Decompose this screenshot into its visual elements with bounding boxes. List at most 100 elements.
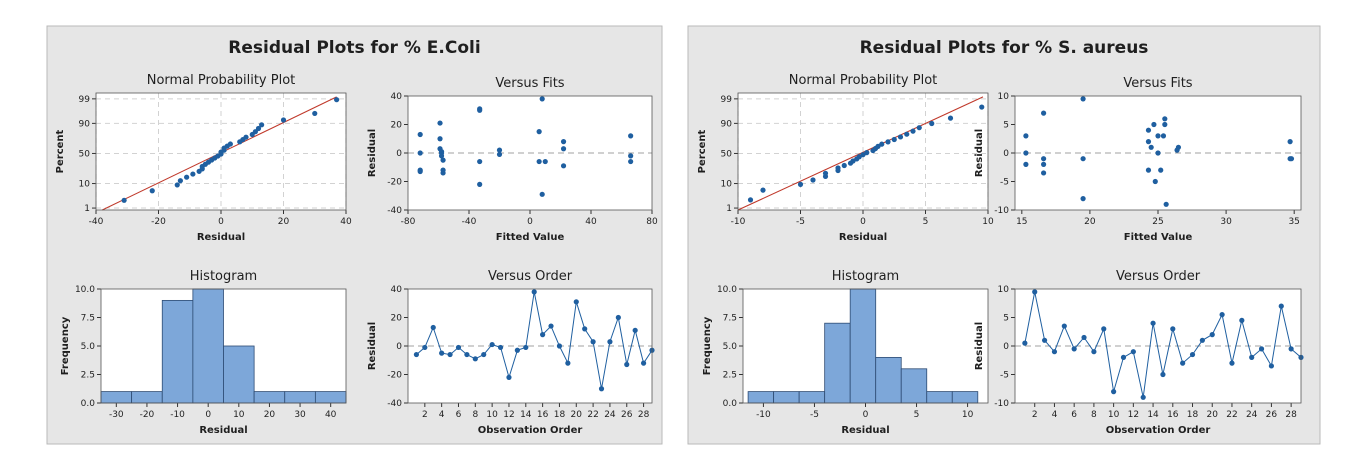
y-tick-label: 2.5 xyxy=(81,371,95,381)
x-tick-label: 40 xyxy=(585,217,597,227)
data-point xyxy=(496,147,503,153)
y-axis-label: Percent xyxy=(697,129,708,173)
x-tick-label: 16 xyxy=(537,410,549,420)
y-tick-label: 0 xyxy=(396,149,402,159)
data-point xyxy=(1071,346,1077,352)
x-tick-label: 22 xyxy=(1226,410,1237,420)
subplot-title: Histogram xyxy=(832,269,899,284)
data-point xyxy=(514,347,520,353)
histogram-bar xyxy=(747,391,775,404)
x-tick-label: 20 xyxy=(1207,410,1219,420)
plot-frame xyxy=(1014,95,1302,211)
data-point xyxy=(190,171,196,177)
data-point xyxy=(1032,289,1038,295)
data-point xyxy=(280,117,287,123)
subplot-normal: Normal Probability Plot 1 10 50 90 99 -40 -20 0 2… xyxy=(55,73,352,243)
panel-title: Residual Plots for % S. aureus xyxy=(860,38,1149,58)
data-point xyxy=(536,158,542,165)
data-point xyxy=(1155,133,1161,139)
data-point xyxy=(810,177,816,183)
x-tick-label: 20 xyxy=(278,217,290,227)
data-point xyxy=(440,157,446,163)
data-point xyxy=(1258,346,1265,352)
data-point xyxy=(121,197,127,203)
data-point xyxy=(628,153,634,159)
x-tick-label: 4 xyxy=(1052,410,1058,420)
data-point xyxy=(1145,167,1152,173)
data-point xyxy=(252,129,258,135)
x-tick-label: 0 xyxy=(205,410,211,420)
x-tick-label: 8 xyxy=(472,410,478,420)
x-axis-label: Fitted Value xyxy=(496,232,565,243)
x-tick-label: 8 xyxy=(1091,410,1097,420)
x-axis-label: Residual xyxy=(841,425,889,436)
data-point xyxy=(560,163,567,169)
x-tick-label: 0 xyxy=(218,217,224,227)
data-point xyxy=(540,332,546,338)
data-point xyxy=(1288,346,1294,352)
data-point xyxy=(590,339,596,345)
data-point xyxy=(1061,323,1067,329)
data-point xyxy=(464,351,470,358)
data-point xyxy=(1041,170,1047,176)
data-point xyxy=(1219,312,1225,318)
plot-frame xyxy=(407,288,653,404)
subplot-hist: Histogram 0.0 2.5 5.0 7.5 10.0 -10 -5 0 5 10 Residu… xyxy=(702,269,989,436)
fit-line xyxy=(737,96,984,211)
data-point xyxy=(1051,349,1058,355)
data-point xyxy=(573,299,579,305)
y-tick-label: 2.5 xyxy=(723,371,737,381)
y-tick-label: -20 xyxy=(387,178,402,188)
x-tick-label: 12 xyxy=(1128,410,1139,420)
x-tick-label: 10 xyxy=(982,217,994,227)
x-tick-label: 18 xyxy=(554,410,566,420)
data-point xyxy=(822,170,829,176)
data-point xyxy=(1155,150,1161,156)
x-tick-label: 28 xyxy=(638,410,650,420)
data-point xyxy=(560,139,567,145)
x-tick-label: -20 xyxy=(140,410,155,420)
data-point xyxy=(1180,360,1186,366)
data-point xyxy=(615,314,621,321)
data-point xyxy=(417,131,423,138)
x-tick-label: 12 xyxy=(503,410,514,420)
data-point xyxy=(447,351,453,358)
y-tick-label: 90 xyxy=(79,119,91,129)
data-point xyxy=(417,150,423,156)
data-point xyxy=(489,341,495,348)
data-point xyxy=(632,327,638,333)
data-point xyxy=(417,168,423,175)
data-point xyxy=(334,97,340,103)
y-tick-label: 0.0 xyxy=(723,399,738,409)
data-point xyxy=(1023,150,1029,156)
y-axis-label: Residual xyxy=(367,322,378,370)
y-tick-label: 0 xyxy=(1003,149,1009,159)
data-point xyxy=(1278,303,1284,309)
data-point xyxy=(1229,360,1235,366)
y-tick-label: -20 xyxy=(387,371,402,381)
subplot-title: Normal Probability Plot xyxy=(789,73,938,88)
y-tick-label: 10.0 xyxy=(75,285,95,295)
x-axis-label: Observation Order xyxy=(478,425,583,436)
data-point xyxy=(1249,354,1255,360)
data-point xyxy=(1101,326,1107,332)
data-point xyxy=(496,151,503,158)
y-tick-label: 1 xyxy=(84,204,90,214)
x-tick-label: 6 xyxy=(456,410,462,420)
x-tick-label: -80 xyxy=(401,217,416,227)
x-tick-label: -30 xyxy=(109,410,124,420)
x-tick-label: -10 xyxy=(731,217,746,227)
y-tick-label: 1 xyxy=(726,204,732,214)
data-point xyxy=(523,344,529,351)
x-axis-label: Residual xyxy=(199,425,247,436)
data-point xyxy=(1081,334,1087,341)
data-point xyxy=(1022,340,1028,346)
data-point xyxy=(628,133,634,139)
data-point xyxy=(835,165,841,171)
y-tick-label: 90 xyxy=(721,119,733,129)
data-point xyxy=(1268,363,1275,369)
x-tick-label: 0 xyxy=(863,410,869,420)
x-tick-label: 30 xyxy=(1220,217,1232,227)
subplot-hist: Histogram 0.0 2.5 5.0 7.5 10.0 -30 -20 -10 0 10 20 3… xyxy=(60,269,347,436)
